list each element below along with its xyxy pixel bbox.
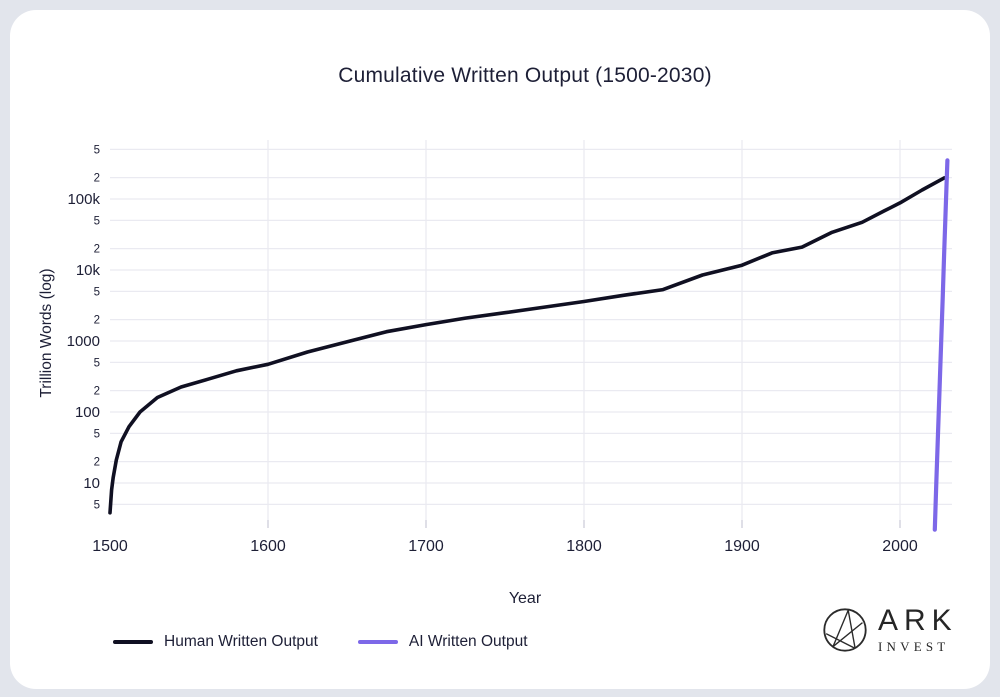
logo-line-invest: INVEST	[878, 639, 950, 654]
y-tick-label: 2	[94, 457, 100, 469]
y-tick-label: 5	[94, 499, 100, 511]
legend-label-human: Human Written Output	[164, 633, 318, 650]
ark-logo-text: ARK INVEST	[878, 604, 958, 654]
chart-card	[10, 10, 990, 689]
logo-line-ark: ARK	[878, 604, 958, 637]
y-tick-label: 2	[94, 315, 100, 327]
chart-title: Cumulative Written Output (1500-2030)	[338, 64, 712, 87]
ai-written-output-line	[932, 158, 950, 532]
human-written-output-line	[108, 176, 947, 515]
x-tick-label: 1900	[724, 538, 760, 555]
y-tick-label: 5	[94, 144, 100, 156]
y-axis-label: Trillion Words (log)	[38, 268, 55, 398]
ark-logo-icon	[823, 607, 867, 652]
x-tick-label: 1800	[566, 538, 602, 555]
y-tick-label: 2	[94, 386, 100, 398]
y-tick-label: 5	[94, 357, 100, 369]
ark-invest-logo: ARK INVEST	[822, 606, 958, 653]
x-tick-label: 1700	[408, 538, 444, 555]
y-tick-label: 2	[94, 244, 100, 256]
legend-item-human: Human Written Output	[113, 633, 318, 651]
legend-item-ai: AI Written Output	[357, 633, 528, 651]
x-tick-label: 1600	[250, 538, 286, 555]
y-tick-label: 10	[83, 475, 100, 492]
legend-label-ai: AI Written Output	[408, 633, 528, 650]
y-tick-label: 2	[94, 173, 100, 185]
y-tick-label: 5	[94, 428, 100, 440]
x-tick-label: 2000	[882, 538, 918, 555]
x-tick-label: 1500	[92, 538, 128, 555]
y-tick-label: 10k	[76, 262, 101, 279]
x-axis-label: Year	[508, 590, 542, 607]
y-tick-label: 5	[94, 286, 100, 298]
y-tick-label: 100k	[67, 191, 100, 208]
y-tick-label: 100	[75, 404, 100, 421]
ai-line-swatch	[357, 640, 398, 644]
y-tick-label: 1000	[67, 333, 100, 350]
human-line-swatch	[113, 640, 153, 644]
legend: Human Written Output AI Written Output	[113, 630, 528, 654]
y-tick-label: 5	[94, 215, 100, 227]
